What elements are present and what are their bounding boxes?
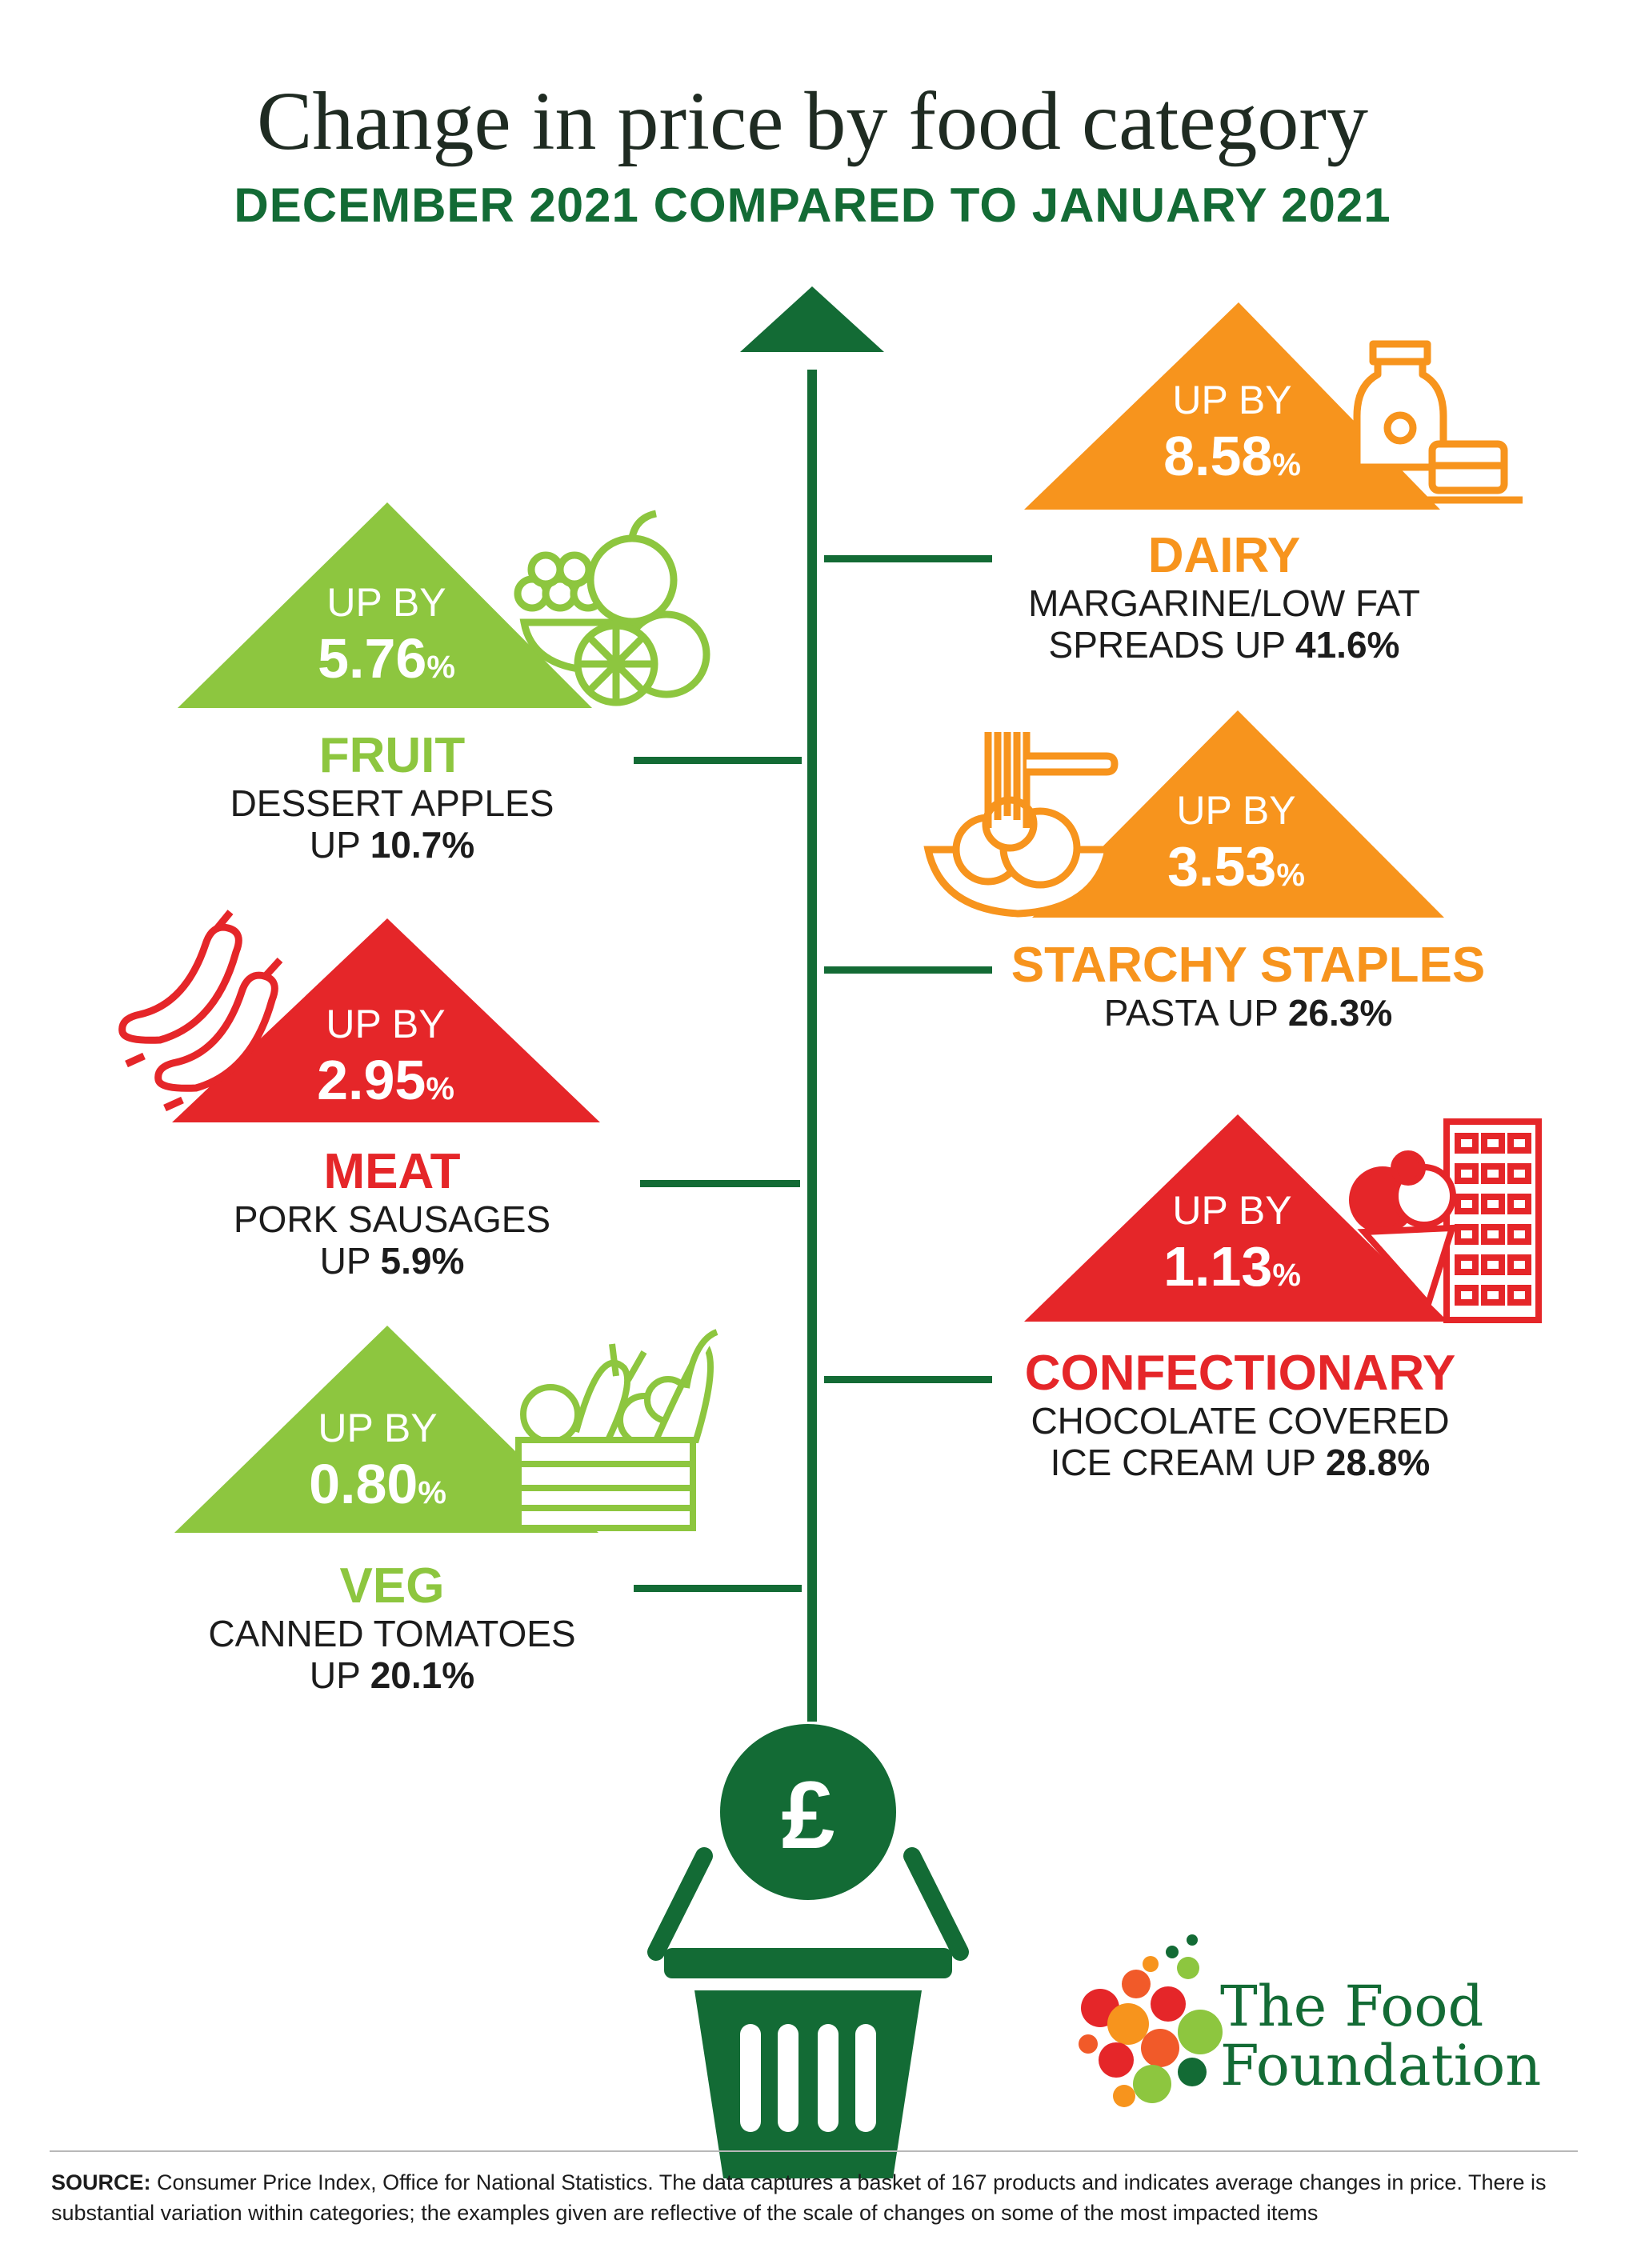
fruit-bowl-icon	[514, 510, 710, 706]
veg-change: UP BY 0.80%	[298, 1408, 458, 1512]
timeline-axis	[634, 286, 992, 1722]
category-name: FRUIT	[318, 728, 466, 783]
meat-triangle	[172, 918, 600, 1122]
starchy-change: UP BY 3.53%	[1156, 790, 1316, 894]
category-name: VEG	[339, 1558, 445, 1614]
meat-caption: MEAT PORK SAUSAGES UP 5.9%	[192, 1144, 592, 1282]
category-name: CONFECTIONARY	[1024, 1346, 1456, 1401]
up-by-label: UP BY	[1172, 1188, 1292, 1233]
logo-line-1: The Food	[1220, 1974, 1484, 2039]
pound-coin	[720, 1724, 896, 1900]
logo-line-2: Foundation	[1220, 2032, 1542, 2098]
example-line: PASTA UP 26.3%	[1103, 992, 1393, 1034]
connector-fruit	[634, 757, 802, 764]
fruit-change: UP BY 5.76%	[306, 582, 466, 686]
page-subtitle: DECEMBER 2021 COMPARED TO JANUARY 2021	[234, 178, 1391, 232]
veg-caption: VEG CANNED TOMATOES UP 20.1%	[176, 1558, 608, 1696]
pasta-bowl-icon	[923, 732, 1119, 918]
example-line: PORK SAUSAGES	[233, 1198, 551, 1241]
connector-confectionary	[824, 1376, 992, 1383]
example-line: MARGARINE/LOW FAT	[1028, 582, 1420, 625]
source-text: Consumer Price Index, Office for Nationa…	[51, 2170, 1547, 2225]
axis-arrow-head	[740, 286, 884, 352]
axis-line	[807, 370, 817, 1722]
confectionary-triangle	[1024, 1114, 1448, 1322]
change-value: 3.53%	[1167, 835, 1305, 898]
connector-dairy	[824, 555, 992, 562]
example-line: CANNED TOMATOES	[208, 1613, 576, 1655]
example-line: DESSERT APPLES	[230, 782, 554, 825]
example-line: ICE CREAM UP 28.8%	[1050, 1441, 1431, 1483]
category-name: MEAT	[323, 1144, 461, 1199]
up-by-label: UP BY	[318, 1406, 438, 1450]
connector-veg	[634, 1585, 802, 1592]
milk-and-butter-icon	[1353, 340, 1523, 504]
dairy-triangle	[1024, 302, 1440, 510]
veg-triangle	[174, 1326, 598, 1533]
example-line: UP 10.7%	[309, 823, 475, 866]
change-value: 8.58%	[1163, 425, 1301, 487]
example-line: CHOCOLATE COVERED	[1031, 1400, 1450, 1442]
category-name: DAIRY	[1147, 528, 1301, 583]
change-value: 1.13%	[1163, 1235, 1301, 1298]
chocolate-and-ice-cream-icon	[1349, 1118, 1542, 1323]
sausages-icon	[118, 910, 283, 1112]
vegetable-crate-icon	[515, 1329, 718, 1531]
example-line: UP 5.9%	[319, 1239, 465, 1282]
up-by-label: UP BY	[1176, 788, 1296, 833]
up-by-label: UP BY	[1172, 378, 1292, 422]
confectionary-change: UP BY 1.13%	[1152, 1190, 1312, 1294]
starchy-caption: STARCHY STAPLES PASTA UP 26.3%	[992, 938, 1504, 1034]
fruit-caption: FRUIT DESSERT APPLES UP 10.7%	[192, 728, 592, 866]
confectionary-caption: CONFECTIONARY CHOCOLATE COVERED ICE CREA…	[984, 1346, 1496, 1483]
meat-change: UP BY 2.95%	[306, 1004, 466, 1108]
up-by-label: UP BY	[326, 1002, 446, 1046]
footer-divider	[50, 2150, 1578, 2152]
fruit-dots-logo	[1079, 1934, 1223, 2107]
example-line: SPREADS UP 41.6%	[1048, 623, 1400, 666]
starchy-triangle	[1032, 710, 1444, 918]
connector-starchy	[824, 966, 992, 974]
logo-text: The Food Foundation	[1220, 1974, 1542, 2098]
pound-symbol: £	[781, 1762, 835, 1869]
dairy-caption: DAIRY MARGARINE/LOW FAT SPREADS UP 41.6%	[992, 528, 1456, 666]
category-name: STARCHY STAPLES	[1011, 938, 1486, 993]
connector-meat	[640, 1180, 800, 1187]
shopping-basket-icon	[647, 1724, 969, 2178]
change-value: 5.76%	[318, 627, 455, 690]
source-label: SOURCE:	[51, 2170, 151, 2194]
source-note: SOURCE: Consumer Price Index, Office for…	[51, 2168, 1579, 2229]
page-title: Change in price by food category	[256, 75, 1369, 167]
fruit-triangle	[178, 502, 592, 708]
dairy-change: UP BY 8.58%	[1152, 380, 1312, 484]
change-value: 2.95%	[317, 1049, 454, 1111]
up-by-label: UP BY	[326, 580, 446, 625]
example-line: UP 20.1%	[309, 1654, 475, 1696]
change-value: 0.80%	[309, 1453, 446, 1515]
